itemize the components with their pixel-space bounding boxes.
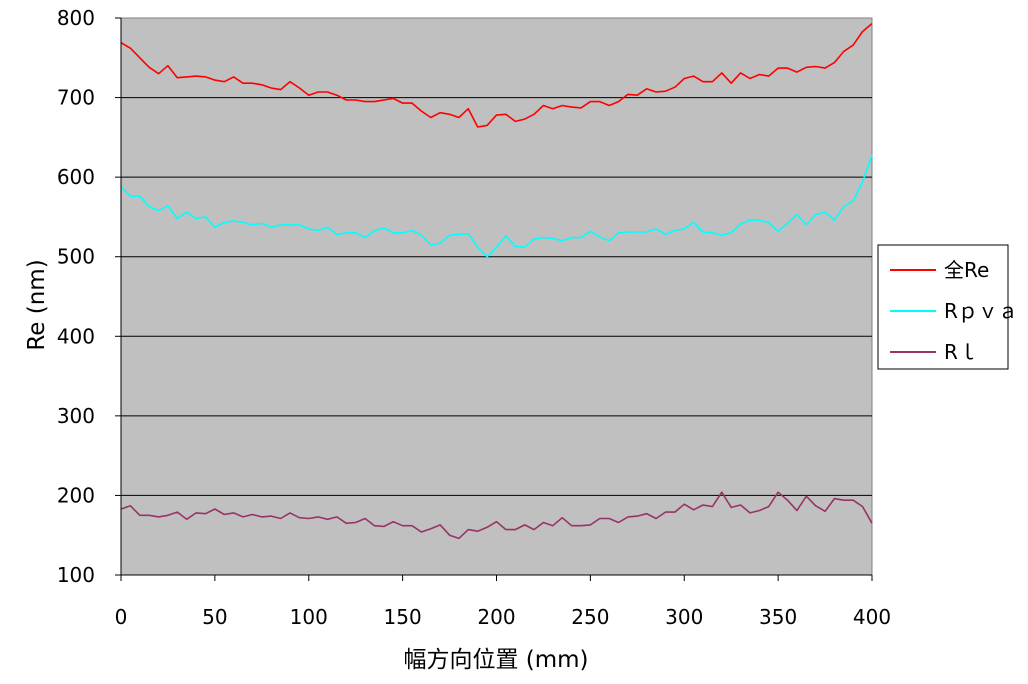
y-tick-labels: 100 200 300 400 500 600 700 800 bbox=[57, 6, 121, 587]
x-tick-label: 100 bbox=[290, 605, 328, 629]
plot-area bbox=[120, 17, 873, 576]
legend-label: Rｐｖａ bbox=[944, 299, 1018, 323]
x-tick-label: 50 bbox=[202, 605, 227, 629]
legend-label: Rｌ bbox=[944, 340, 978, 364]
y-tick-label: 800 bbox=[57, 6, 95, 30]
y-tick-label: 200 bbox=[57, 483, 95, 507]
series-line-1 bbox=[120, 22, 873, 128]
series-line-3 bbox=[120, 491, 873, 540]
y-tick-label: 300 bbox=[57, 404, 95, 428]
y-tick-label: 600 bbox=[57, 165, 95, 189]
y-tick-label: 100 bbox=[57, 563, 95, 587]
x-tick-label: 350 bbox=[759, 605, 797, 629]
x-tick-label: 300 bbox=[665, 605, 703, 629]
legend: 全Re Rｐｖａ Rｌ bbox=[877, 244, 1018, 370]
series-lines bbox=[120, 22, 873, 540]
x-tick-label: 150 bbox=[384, 605, 422, 629]
x-axis-label: 幅方向位置 (mm) bbox=[403, 647, 588, 673]
y-tick-label: 700 bbox=[57, 86, 95, 110]
x-tick-label: 200 bbox=[477, 605, 515, 629]
y-axis-label: Re (nm) bbox=[24, 259, 50, 350]
legend-box bbox=[877, 244, 1009, 370]
x-tick-label: 400 bbox=[853, 605, 891, 629]
series-line-2 bbox=[120, 154, 873, 258]
x-tick-label: 0 bbox=[115, 605, 128, 629]
y-tick-label: 500 bbox=[57, 245, 95, 269]
legend-label: 全Re bbox=[944, 258, 989, 282]
gridlines bbox=[121, 97, 872, 496]
y-tick-label: 400 bbox=[57, 324, 95, 348]
x-tick-labels: 0 50 100 150 200 250 300 350 400 bbox=[115, 575, 891, 629]
x-tick-label: 250 bbox=[571, 605, 609, 629]
